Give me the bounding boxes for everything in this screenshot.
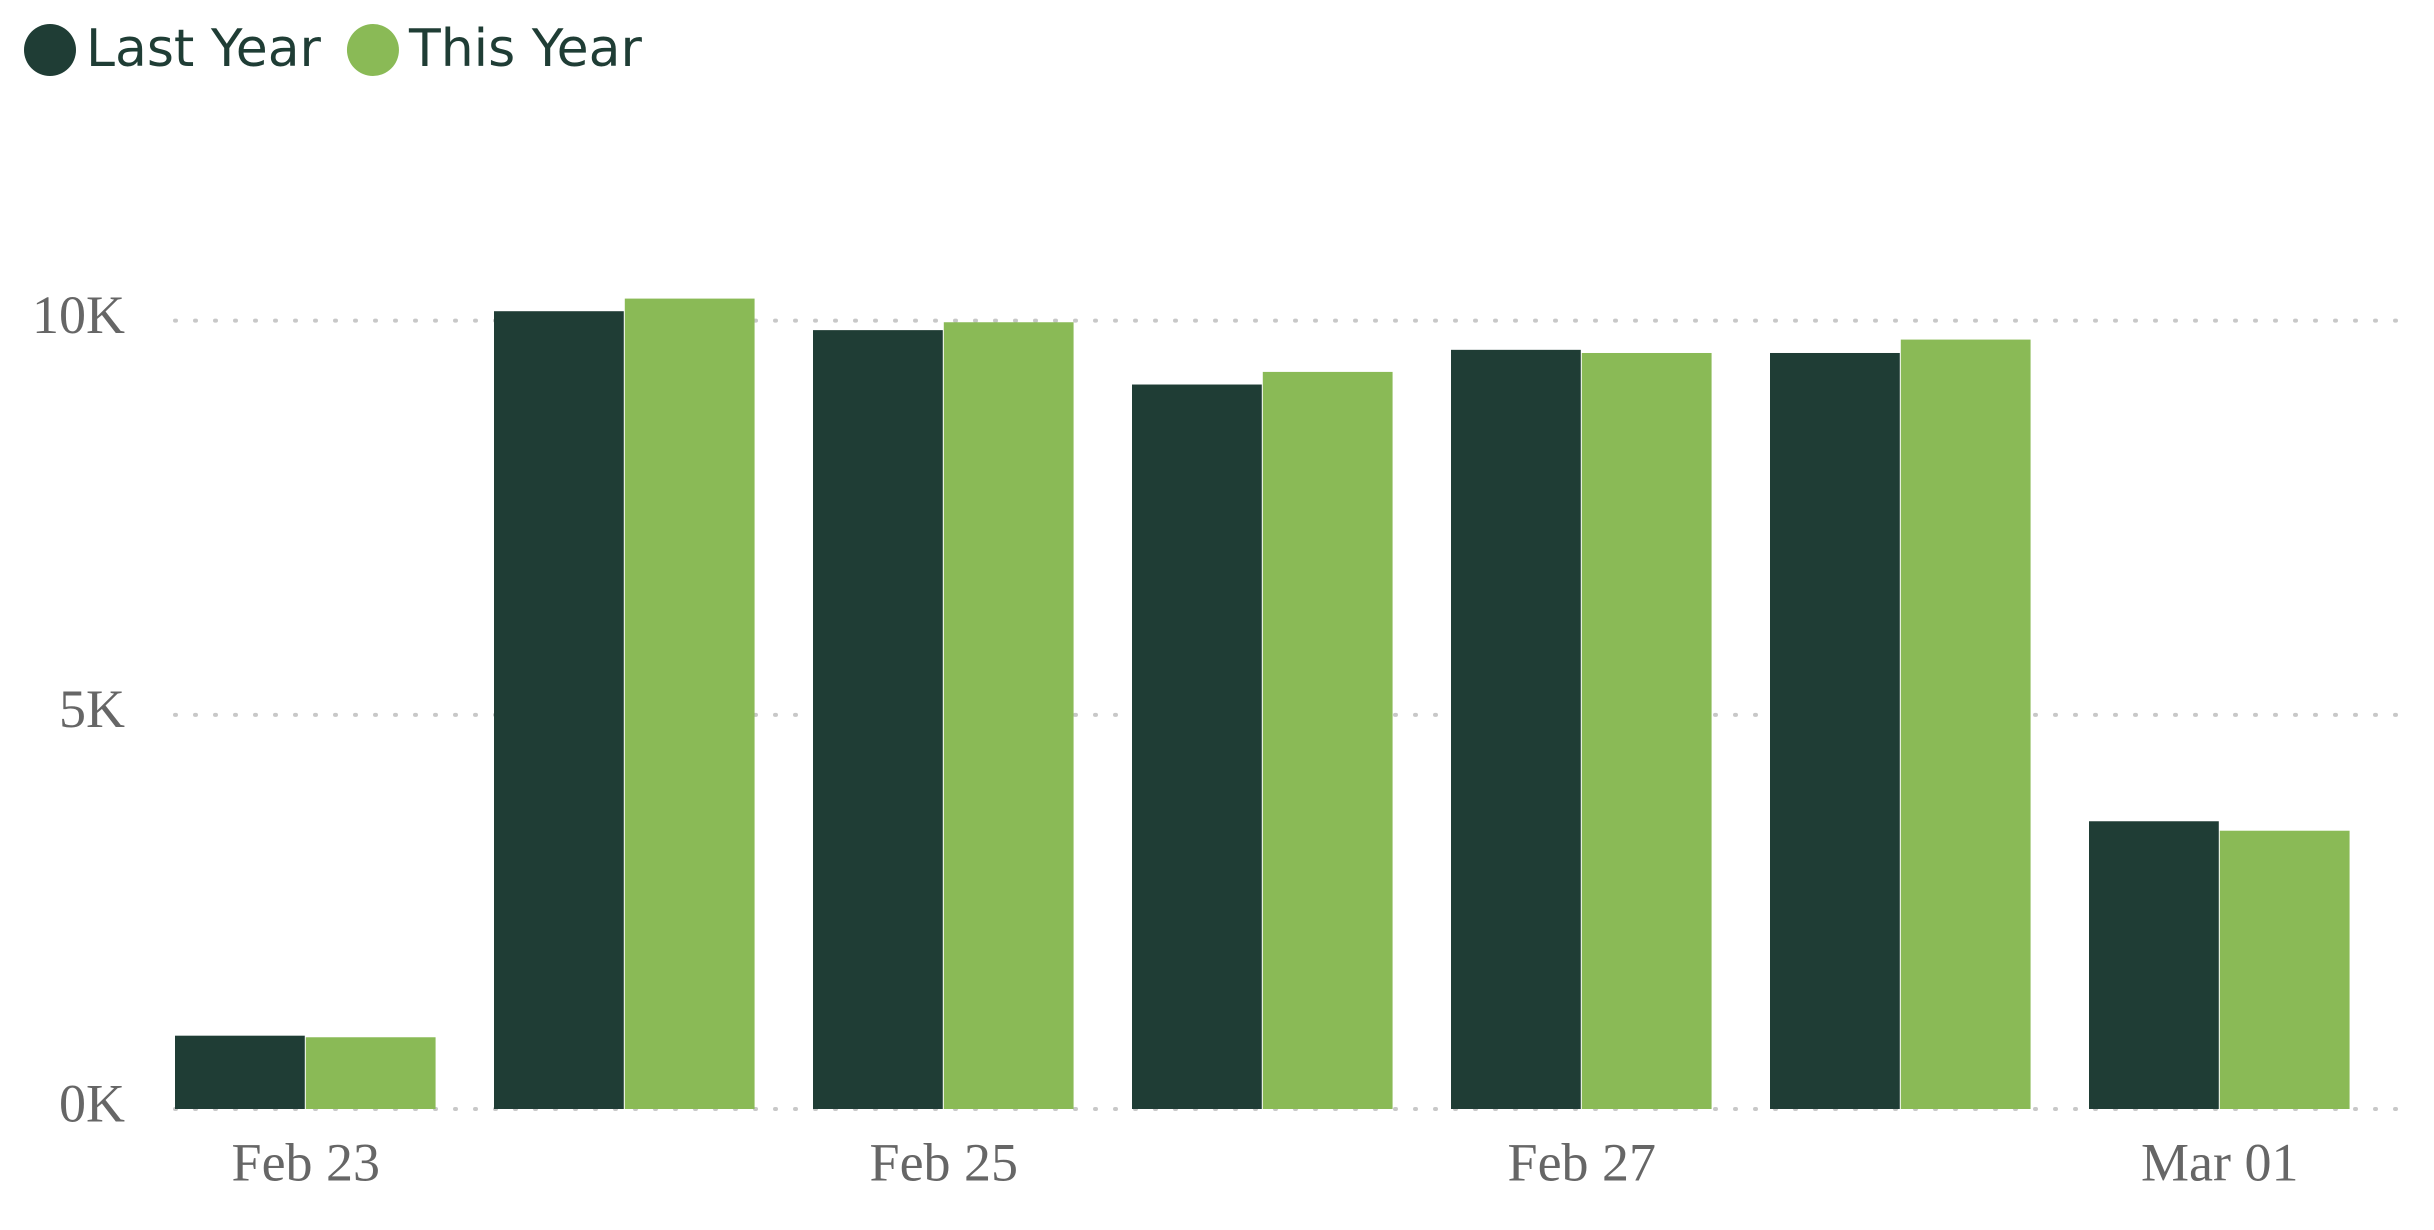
y-tick-label: 0K [59, 1073, 125, 1133]
x-tick-label: Mar 01 [2141, 1132, 2298, 1192]
x-tick-label: Feb 27 [1508, 1132, 1657, 1192]
bar [624, 298, 755, 1109]
bar [175, 1035, 305, 1109]
bar [2089, 821, 2219, 1109]
bar [1900, 339, 2031, 1109]
x-tick-label: Feb 25 [870, 1132, 1019, 1192]
y-tick-label: 10K [32, 285, 125, 345]
bar [2219, 830, 2350, 1109]
bar [1770, 352, 1900, 1109]
bar [1132, 384, 1262, 1109]
bar [943, 322, 1074, 1109]
bar [1581, 352, 1712, 1109]
bar [813, 330, 943, 1109]
bar [305, 1037, 436, 1109]
bar [1451, 349, 1581, 1110]
bar [1262, 371, 1393, 1109]
legend-label: Last Year [86, 19, 322, 79]
y-tick-label: 5K [59, 679, 125, 739]
x-tick-label: Feb 23 [232, 1132, 381, 1192]
legend-marker [24, 24, 76, 76]
bar [494, 311, 624, 1109]
legend-marker [346, 24, 399, 76]
legend-label: This Year [408, 19, 643, 79]
